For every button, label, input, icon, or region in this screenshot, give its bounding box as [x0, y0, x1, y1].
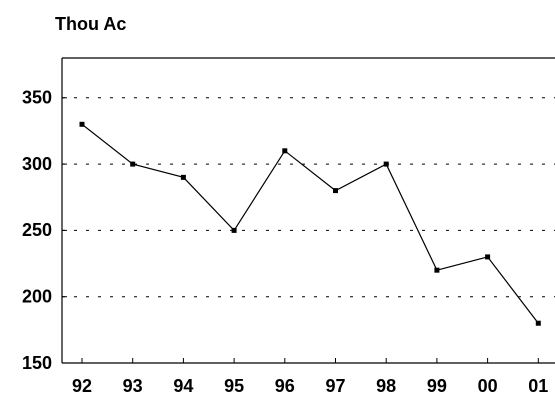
y-tick-label: 150 [22, 353, 52, 373]
y-tick-label: 300 [22, 154, 52, 174]
data-point [485, 254, 491, 260]
data-point [383, 161, 389, 167]
x-tick-label: 96 [275, 376, 295, 396]
y-tick-label: 200 [22, 286, 52, 306]
x-tick-label: 99 [427, 376, 447, 396]
chart-title: Thou Ac [55, 14, 126, 34]
x-tick-label: 97 [325, 376, 345, 396]
x-tick-label: 94 [173, 376, 193, 396]
x-tick-label: 01 [528, 376, 548, 396]
data-line [81, 123, 539, 324]
x-tick-label: 98 [376, 376, 396, 396]
data-point [434, 267, 440, 273]
x-tick-label: 93 [123, 376, 143, 396]
x-tick-label: 92 [72, 376, 92, 396]
data-point [282, 148, 288, 154]
data-point [130, 161, 136, 167]
x-tick-label: 00 [478, 376, 498, 396]
data-point [180, 174, 186, 180]
data-point [535, 320, 541, 326]
y-tick-label: 250 [22, 220, 52, 240]
data-point [333, 188, 338, 194]
data-point [79, 121, 85, 127]
y-tick-label: 350 [22, 88, 52, 108]
data-point [231, 227, 237, 233]
x-tick-label: 95 [224, 376, 244, 396]
